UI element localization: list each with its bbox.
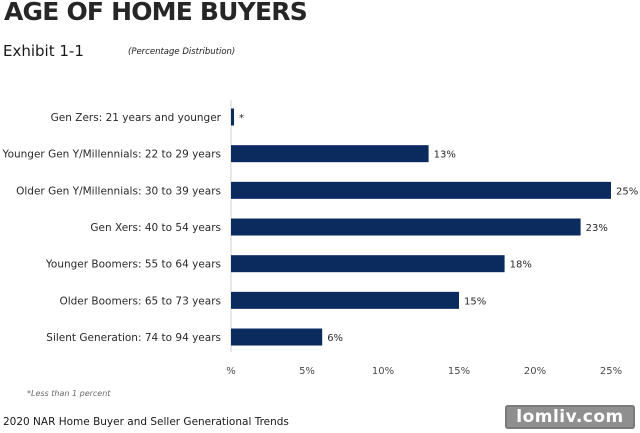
exhibit-label: Exhibit 1-1 [3,42,84,60]
x-tick-label: 10% [372,366,394,377]
bar [231,291,459,309]
category-label: Older Boomers: 65 to 73 years [59,295,221,307]
data-label: 18% [510,260,532,271]
category-label: Silent Generation: 74 to 94 years [46,332,221,344]
category-label: Younger Boomers: 55 to 64 years [45,259,221,271]
bar [231,145,429,163]
page-title: AGE OF HOME BUYERS [4,0,308,26]
x-tick-label: 15% [448,366,470,377]
category-label: Gen Xers: 40 to 54 years [90,222,221,234]
data-label: 23% [586,223,608,234]
bar [231,181,611,199]
category-label: Younger Gen Y/Millennials: 22 to 29 year… [2,149,221,161]
category-label: Older Gen Y/Millennials: 30 to 39 years [16,185,221,197]
bar [231,328,323,346]
x-tick-label: 5% [299,366,315,377]
data-label: 13% [434,150,456,161]
category-label: Gen Zers: 21 years and younger [51,112,222,124]
footnote: *Less than 1 percent [27,389,111,398]
data-label: 6% [327,333,343,344]
chart-subtitle: (Percentage Distribution) [128,47,236,57]
data-label: 25% [616,186,638,197]
data-label: * [239,113,244,124]
source-credit: 2020 NAR Home Buyer and Seller Generatio… [3,416,289,428]
x-tick-label: 20% [524,366,546,377]
data-label: 15% [464,296,486,307]
bar [231,108,235,126]
bar [231,255,505,273]
bar [231,218,581,236]
watermark-logo: lomliv.com [505,405,635,429]
x-tick-label: 25% [600,366,622,377]
x-tick-label: % [226,366,236,377]
